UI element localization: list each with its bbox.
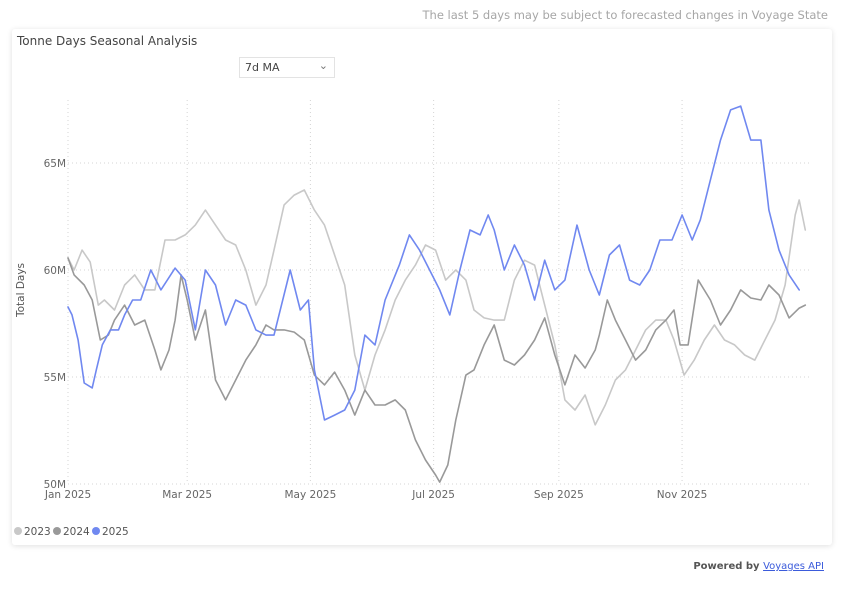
legend-label-2025: 2025 <box>102 526 129 538</box>
series-line-2025 <box>67 105 801 421</box>
chart-card: Tonne Days Seasonal Analysis 7d MA ⌄ <box>12 29 832 545</box>
legend-label-2023: 2023 <box>24 526 51 538</box>
series-line-2024 <box>67 257 807 483</box>
chart-title: Tonne Days Seasonal Analysis <box>17 34 198 48</box>
x-tick-label: Jan 2025 <box>44 489 91 501</box>
legend-marker-2023 <box>14 527 22 535</box>
x-tick-label: Sep 2025 <box>534 489 584 501</box>
series-line-2023 <box>67 189 807 426</box>
x-tick-label: Mar 2025 <box>162 489 212 501</box>
x-tick-label: Jul 2025 <box>411 489 455 501</box>
y-tick-label: 65M <box>44 158 66 170</box>
forecast-note: The last 5 days may be subject to foreca… <box>422 8 828 22</box>
y-tick-label: 55M <box>44 372 66 384</box>
x-tick-label: Nov 2025 <box>657 489 708 501</box>
legend-marker-2025 <box>92 527 100 535</box>
moving-average-dropdown[interactable]: 7d MA ⌄ <box>239 57 335 78</box>
y-tick-label: 50M <box>44 479 66 491</box>
legend-marker-2024 <box>53 527 61 535</box>
voyages-api-link[interactable]: Voyages API <box>763 561 824 572</box>
chevron-down-icon: ⌄ <box>318 59 328 72</box>
footer: Powered by Voyages API <box>693 561 824 572</box>
legend-label-2024: 2024 <box>63 526 90 538</box>
y-tick-label: 60M <box>44 265 66 277</box>
dropdown-value: 7d MA <box>245 61 280 74</box>
y-axis-label: Total Days <box>15 263 27 318</box>
powered-by-label: Powered by <box>693 561 760 572</box>
x-tick-label: May 2025 <box>285 489 337 501</box>
